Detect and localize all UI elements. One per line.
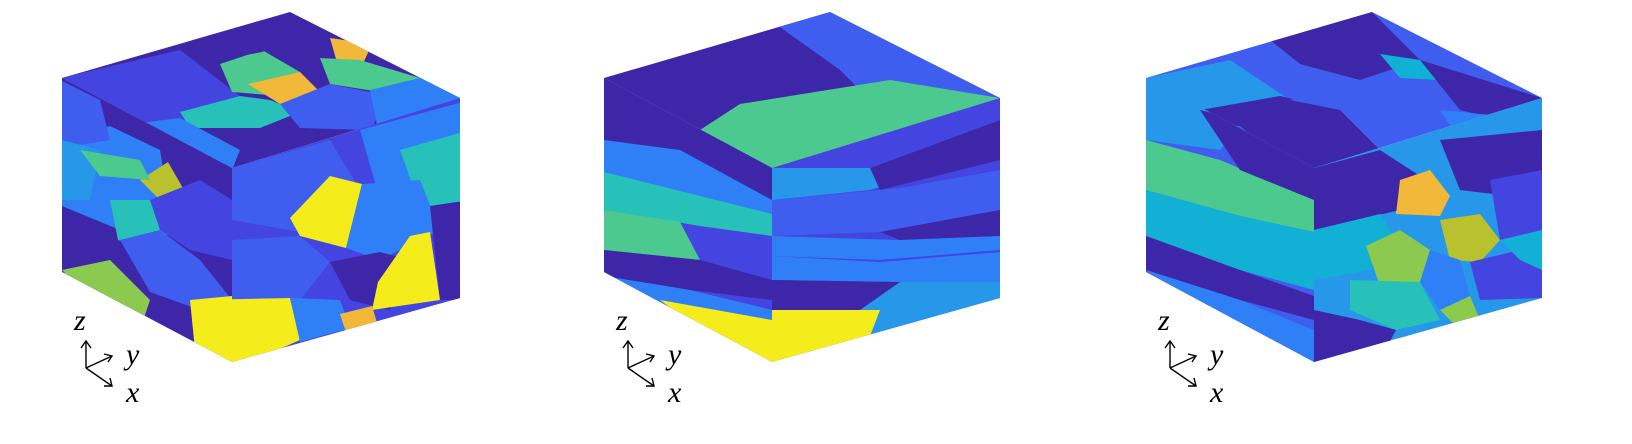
y-axis-label: y: [123, 338, 140, 371]
microstructure-cube-3: [1146, 12, 1542, 362]
cube-2-right-face: [772, 98, 1000, 362]
microstructure-cube-2: [604, 12, 1000, 362]
z-axis-label: z: [615, 304, 628, 337]
microstructure-cube-1: [62, 12, 460, 362]
x-axis-label: x: [1209, 376, 1224, 409]
x-axis-label: x: [125, 376, 140, 409]
y-axis-label: y: [1207, 338, 1224, 371]
y-axis-label: y: [665, 338, 682, 371]
axis-triad-3: z y x: [1157, 304, 1224, 409]
z-axis-label: z: [73, 304, 86, 337]
x-axis-label: x: [667, 376, 682, 409]
axis-triad-2: z y x: [615, 304, 682, 409]
z-axis-label: z: [1157, 304, 1170, 337]
axis-triad-1: z y x: [73, 304, 140, 409]
